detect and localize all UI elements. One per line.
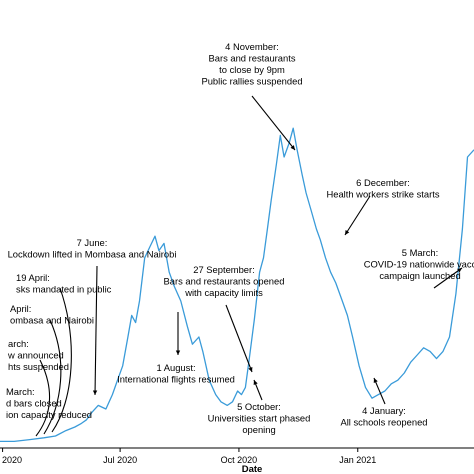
- annotation-arrow: [433, 267, 463, 289]
- annotation-line: April:: [10, 303, 31, 314]
- annotations: 4 November: Bars and restaurants to close …: [6, 41, 474, 435]
- annotation-arrow: [373, 377, 386, 405]
- annotation-text: 7 June: Lockdown lifted in Mombasa and Na…: [8, 237, 177, 260]
- annotation-line: campaign launched: [379, 270, 460, 281]
- annotation-line: arch:: [8, 338, 29, 349]
- annotation-line: 19 April:: [16, 272, 50, 283]
- arrow-head: [345, 230, 350, 235]
- annotation-arrow: [344, 195, 371, 236]
- x-tick-label: Jul 2020: [103, 455, 137, 465]
- annotation-arrows: [35, 95, 463, 437]
- series-line: [0, 127, 474, 443]
- annotation-line: ion capacity reduced: [6, 409, 92, 420]
- annotation-text: April: ombasa and Nairobi: [10, 303, 94, 326]
- annotation-line: w announced: [7, 350, 64, 361]
- annotation-line: hts suspended: [8, 361, 69, 372]
- annotation-line: opening: [242, 424, 275, 435]
- annotation-text: 5 October: Universities start phased openi…: [208, 401, 311, 435]
- annotation-line: Lockdown lifted in Mombasa and Nairobi: [8, 249, 177, 260]
- annotation-text: 6 December: Health workers strike starts: [326, 177, 439, 200]
- x-tick-label: Jan 2021: [339, 455, 376, 465]
- annotation-text: arch: w announced hts suspended: [7, 338, 69, 372]
- annotation-line: COVID-19 nationwide vacc: [364, 259, 474, 270]
- annotation-line: 5 October:: [237, 401, 281, 412]
- arrow-head: [175, 350, 181, 355]
- annotation-line: 1 August:: [156, 362, 195, 373]
- annotation-line: International flights resumed: [117, 374, 235, 385]
- annotation-text: 5 March: COVID-19 nationwide vacc campaign…: [364, 247, 474, 281]
- arrow-head: [373, 378, 378, 383]
- annotation-text: 19 April: sks mandated in public: [16, 272, 112, 295]
- annotation-line: All schools reopened: [340, 417, 427, 428]
- annotation-arrow: [43, 319, 62, 435]
- annotation-text: March: d bars closed ion capacity reduced: [6, 386, 92, 420]
- arrow-head: [290, 145, 295, 150]
- annotation-line: 6 December:: [356, 177, 410, 188]
- arrow-head: [457, 268, 462, 273]
- annotation-line: with capacity limits: [184, 287, 263, 298]
- annotation-line: sks mandated in public: [16, 284, 112, 295]
- annotation-line: Health workers strike starts: [326, 189, 439, 200]
- x-axis-title: Date: [242, 464, 263, 474]
- annotation-text: 1 August: International flights resumed: [117, 362, 235, 385]
- annotation-arrow: [35, 359, 51, 437]
- arrow-head: [248, 367, 253, 372]
- annotation-line: to close by 9pm: [219, 64, 285, 75]
- arrow-head: [253, 380, 258, 385]
- annotation-arrow: [51, 287, 72, 433]
- x-tick-label: Oct 2020: [221, 455, 258, 465]
- annotation-line: 4 January:: [362, 405, 406, 416]
- annotation-line: 5 March:: [402, 247, 438, 258]
- annotation-text: 4 January: All schools reopened: [340, 405, 427, 428]
- annotation-line: 4 November:: [225, 41, 279, 52]
- annotation-line: Universities start phased: [208, 413, 311, 424]
- annotation-line: 27 September:: [193, 264, 255, 275]
- annotation-line: Bars and restaurants: [208, 53, 295, 64]
- annotation-line: 7 June:: [77, 237, 108, 248]
- annotation-arrow: [251, 95, 296, 151]
- x-tick-label: 2020: [2, 455, 22, 465]
- annotation-text: 27 September: Bars and restaurants opened…: [164, 264, 285, 298]
- x-ticks: 2020 Jul 2020 Oct 2020 Jan 2021: [2, 448, 376, 465]
- annotation-line: March:: [6, 386, 35, 397]
- arrow-head: [92, 390, 98, 395]
- annotation-line: Bars and restaurants opened: [164, 276, 285, 287]
- annotation-arrow: [94, 265, 98, 396]
- annotation-line: d bars closed: [6, 398, 62, 409]
- annotation-text: 4 November: Bars and restaurants to close …: [201, 41, 302, 87]
- annotation-arrow: [225, 304, 253, 373]
- annotation-line: Public rallies suspended: [201, 76, 302, 87]
- annotation-line: ombasa and Nairobi: [10, 315, 94, 326]
